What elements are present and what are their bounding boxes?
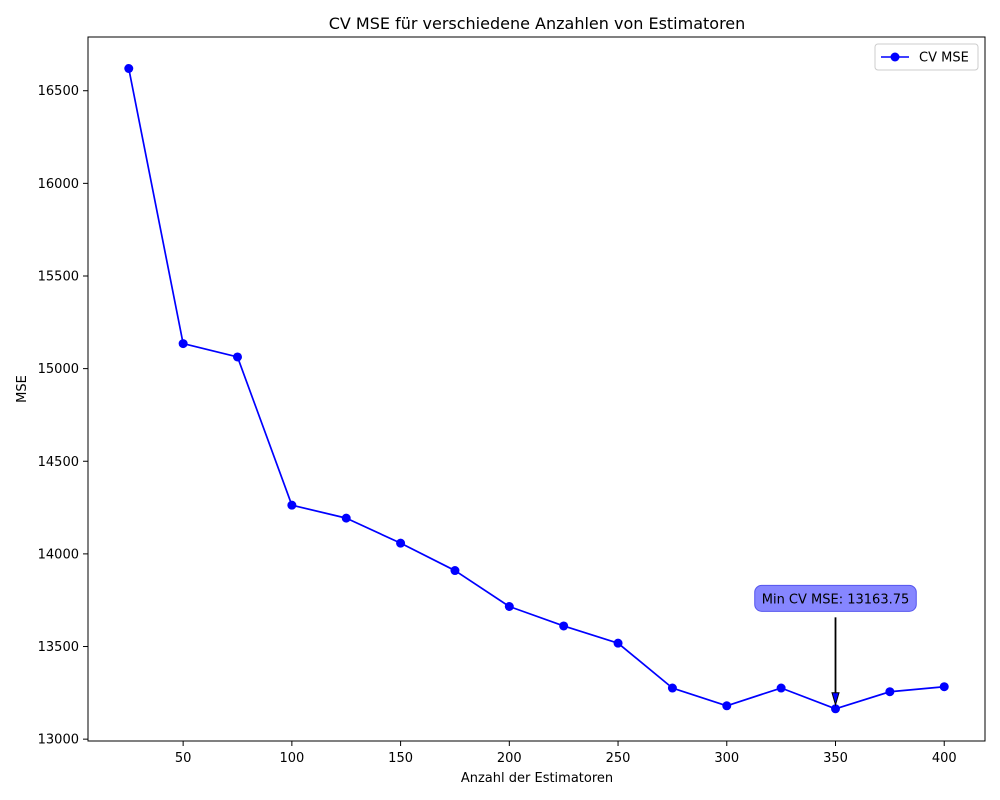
axes-frame	[87, 36, 986, 742]
annotation-arrow-head	[831, 692, 840, 707]
y-tick-label: 13500	[38, 640, 79, 655]
y-tick-label: 13000	[38, 733, 79, 748]
x-tick-label: 400	[932, 751, 957, 766]
y-tick-label: 14500	[38, 455, 79, 470]
data-point	[667, 683, 677, 693]
data-point	[613, 638, 623, 648]
data-point	[287, 500, 297, 510]
data-point	[939, 682, 949, 692]
data-point	[178, 339, 188, 349]
plot-area: 50 100 150 200 250 300 350 400 13000 13500 14000 14…	[38, 63, 957, 766]
legend-label: CV MSE	[919, 51, 969, 66]
x-tick-label: 250	[606, 751, 631, 766]
data-point	[885, 687, 895, 697]
x-tick-label: 200	[497, 751, 522, 766]
annotation-box	[754, 584, 917, 612]
legend-marker	[890, 52, 900, 62]
min-annotation: Min CV MSE: 13163.75	[754, 584, 917, 707]
x-tick-label: 350	[823, 751, 848, 766]
data-point	[831, 704, 840, 714]
x-tick-label: 300	[714, 751, 739, 766]
y-tick-label: 15000	[38, 362, 79, 377]
data-point	[776, 683, 786, 693]
x-tick-label: 100	[279, 751, 304, 766]
data-point	[396, 538, 406, 548]
x-axis-label: Anzahl der Estimatoren	[461, 771, 613, 786]
y-tick-label: 16000	[38, 177, 79, 192]
y-tick-label: 15500	[38, 269, 79, 284]
annotation-text: Min CV MSE: 13163.75	[762, 592, 910, 607]
data-point	[124, 63, 134, 73]
data-point	[722, 701, 732, 711]
data-point	[341, 513, 351, 523]
y-tick-label: 14000	[38, 547, 79, 562]
legend-box	[874, 43, 979, 71]
series-line	[127, 68, 945, 710]
y-tick-label: 16500	[38, 84, 79, 99]
y-axis-label: MSE	[15, 375, 30, 403]
data-point	[233, 352, 242, 362]
data-point	[559, 621, 569, 631]
data-point	[504, 601, 514, 611]
data-point	[450, 566, 460, 576]
x-tick-label: 150	[388, 751, 413, 766]
x-tick-label: 50	[175, 751, 192, 766]
legend: CV MSE	[874, 43, 979, 71]
chart-title: CV MSE für verschiedene Anzahlen von Est…	[329, 14, 746, 33]
